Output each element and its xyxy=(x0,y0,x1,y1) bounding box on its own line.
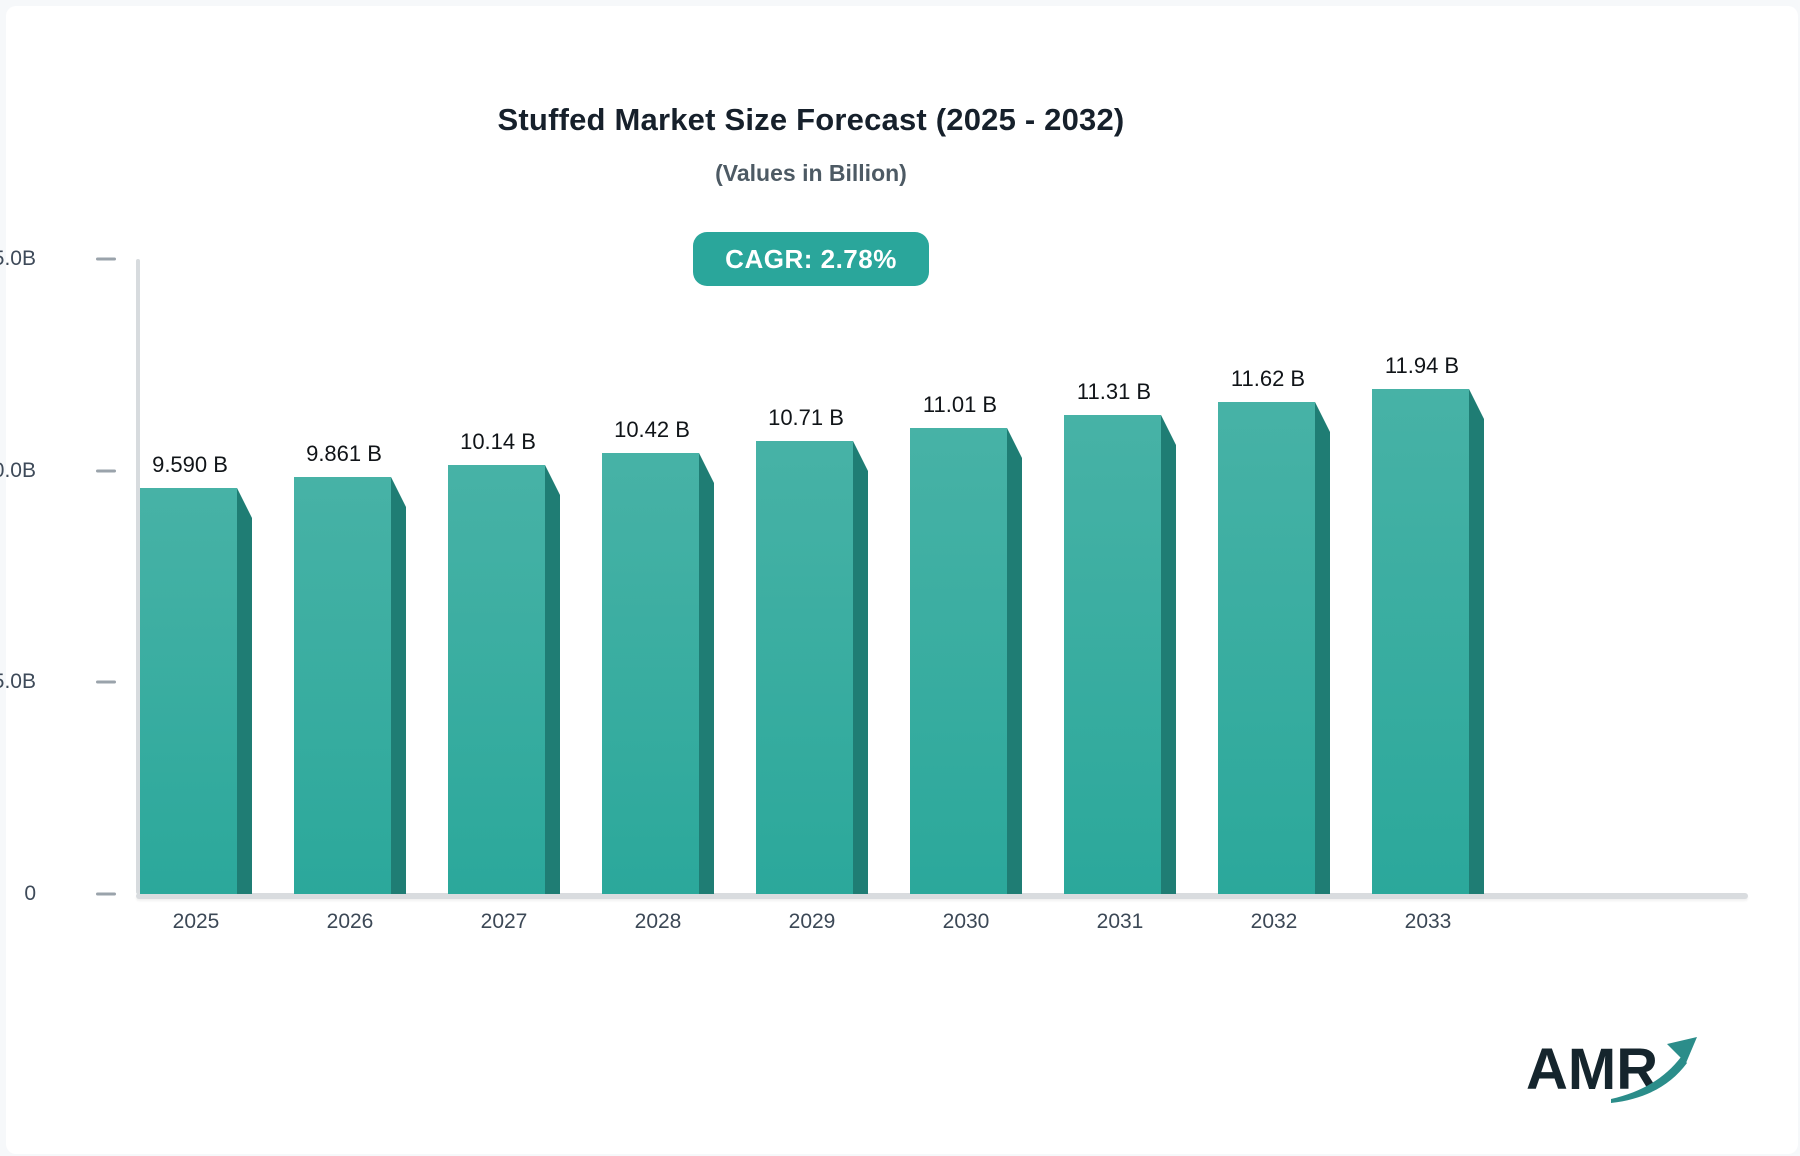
y-tick-mark xyxy=(96,469,116,473)
bar-2026: 9.861 B xyxy=(294,441,406,894)
amr-logo-arrow-swoosh xyxy=(1611,1057,1687,1103)
bar-face xyxy=(1372,389,1469,894)
chart-header: Stuffed Market Size Forecast (2025 - 203… xyxy=(6,102,1616,187)
y-tick-label: 10.0B xyxy=(0,458,36,482)
bar-side-3d xyxy=(1315,402,1330,894)
bar-value-label: 11.62 B xyxy=(1230,366,1306,391)
x-tick-label-2026: 2026 xyxy=(326,910,374,933)
y-tick-mark xyxy=(96,680,116,684)
bar-side-3d xyxy=(1469,389,1484,894)
x-tick-label-2025: 2025 xyxy=(172,910,220,933)
bar-2030: 11.01 B xyxy=(910,392,1022,894)
y-tick-mark xyxy=(96,257,116,261)
x-tick-label-2030: 2030 xyxy=(942,910,990,933)
chart-subtitle: (Values in Billion) xyxy=(715,160,907,186)
bar-face xyxy=(1218,402,1315,894)
amr-logo-graphic: AMR xyxy=(1526,1037,1697,1103)
bar-2028: 10.42 B xyxy=(602,417,714,894)
y-axis-line xyxy=(136,259,140,894)
bar-face xyxy=(910,428,1007,894)
x-tick-label-2033: 2033 xyxy=(1404,910,1452,933)
x-tick-label-2028: 2028 xyxy=(634,910,682,933)
bar-value-label: 9.861 B xyxy=(306,441,382,466)
bar-2031: 11.31 B xyxy=(1064,379,1176,894)
bar-value-label: 10.14 B xyxy=(460,429,536,454)
bar-side-3d xyxy=(237,488,252,894)
bar-value-label: 9.590 B xyxy=(152,452,228,477)
bar-value-label: 10.42 B xyxy=(614,417,690,442)
chart-card: Stuffed Market Size Forecast (2025 - 203… xyxy=(0,6,1798,1154)
bar-value-label: 11.94 B xyxy=(1384,353,1460,378)
bar-face xyxy=(448,465,545,894)
bar-face xyxy=(294,477,391,894)
bar-face xyxy=(140,488,237,894)
bar-side-3d xyxy=(699,453,714,894)
bar-2027: 10.14 B xyxy=(448,429,560,894)
amr-logo-arrowhead xyxy=(1667,1037,1697,1063)
x-axis-baseline xyxy=(136,893,1748,899)
y-tick-label: 15.0B xyxy=(0,247,36,270)
plot-area: 15.0B 10.0B 5.0B 0 9.590 B 2025 9.861 B 2026 10.… xyxy=(0,247,1748,933)
x-tick-label-2032: 2032 xyxy=(1250,910,1298,933)
cagr-badge: CAGR: 2.78% xyxy=(693,232,929,286)
bar-side-3d xyxy=(853,441,868,894)
bar-face xyxy=(756,441,853,894)
bar-2032: 11.62 B xyxy=(1218,366,1330,894)
bar-side-3d xyxy=(1161,415,1176,894)
y-tick-mark xyxy=(96,892,116,896)
y-tick-label: 5.0B xyxy=(0,670,36,694)
amr-logo: AMR xyxy=(1526,1031,1706,1114)
bar-value-label: 11.31 B xyxy=(1076,379,1152,404)
bar-side-3d xyxy=(545,465,560,894)
x-tick-label-2029: 2029 xyxy=(788,910,836,933)
bar-2033: 11.94 B xyxy=(1372,353,1484,894)
bar-side-3d xyxy=(391,477,406,894)
bar-face xyxy=(1064,415,1161,894)
bar-value-label: 10.71 B xyxy=(768,405,844,430)
bar-2025: 9.590 B xyxy=(140,452,252,894)
bar-2029: 10.71 B xyxy=(756,405,868,894)
y-tick-label: 0 xyxy=(24,882,36,905)
bar-face xyxy=(602,453,699,894)
bar-side-3d xyxy=(1007,428,1022,894)
x-tick-label-2027: 2027 xyxy=(480,910,528,933)
bar-value-label: 11.01 B xyxy=(922,392,998,417)
x-tick-label-2031: 2031 xyxy=(1096,910,1144,933)
chart-title: Stuffed Market Size Forecast (2025 - 203… xyxy=(497,102,1125,137)
